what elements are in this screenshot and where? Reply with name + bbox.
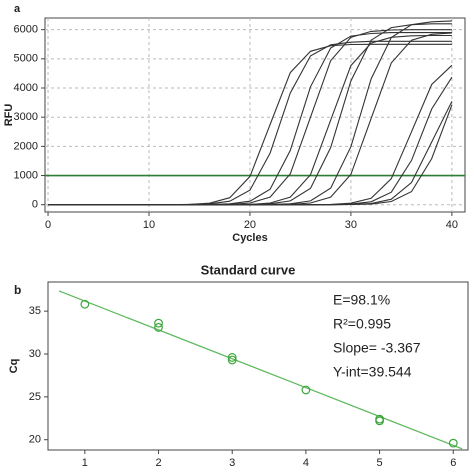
fit-line	[58, 290, 463, 450]
y-tick-label: 4000	[14, 82, 38, 94]
y-axis-label: RFU	[3, 104, 15, 127]
y-tick-label: 25	[29, 391, 41, 403]
y-tick-label: 3000	[14, 111, 38, 123]
annotation: E=98.1%	[333, 292, 390, 308]
chart-title: Standard curve	[201, 262, 296, 277]
x-tick-label: 3	[229, 457, 235, 469]
annotation: Slope= -3.367	[333, 340, 421, 356]
x-tick-label: 4	[303, 457, 309, 469]
point	[80, 299, 90, 309]
point	[154, 318, 163, 328]
x-tick-label: 40	[446, 219, 458, 231]
x-tick-label: 0	[45, 219, 51, 231]
x-tick-label: 10	[143, 219, 155, 231]
plot-frame	[44, 17, 466, 213]
y-tick-label: 2000	[14, 140, 38, 152]
annotation: Y-int=39.544	[333, 364, 412, 380]
y-tick-label: 1000	[14, 169, 38, 181]
x-tick-label: 20	[244, 219, 256, 231]
x-tick-label: 5	[377, 457, 383, 469]
x-tick-label: 30	[345, 219, 357, 231]
y-axis-label: Cq	[8, 359, 20, 374]
point	[375, 416, 384, 426]
annotation: R²=0.995	[333, 316, 391, 332]
x-tick-label: 1	[82, 457, 88, 469]
y-tick-label: 35	[29, 305, 41, 317]
y-tick-label: 0	[32, 199, 38, 211]
panel-label: a	[14, 3, 21, 15]
curve	[48, 101, 453, 206]
point	[448, 438, 458, 448]
y-tick-label: 30	[29, 348, 41, 360]
panel-label: b	[14, 283, 21, 297]
y-tick-label: 20	[29, 434, 41, 446]
point	[227, 353, 237, 362]
y-tick-label: 5000	[14, 53, 38, 65]
point	[227, 355, 237, 365]
x-axis-label: Cycles	[232, 232, 267, 244]
y-tick-label: 6000	[14, 24, 38, 36]
x-tick-label: 2	[155, 457, 161, 469]
plot-frame	[47, 281, 469, 451]
x-tick-label: 6	[450, 457, 456, 469]
point	[301, 385, 311, 395]
point	[154, 323, 163, 332]
